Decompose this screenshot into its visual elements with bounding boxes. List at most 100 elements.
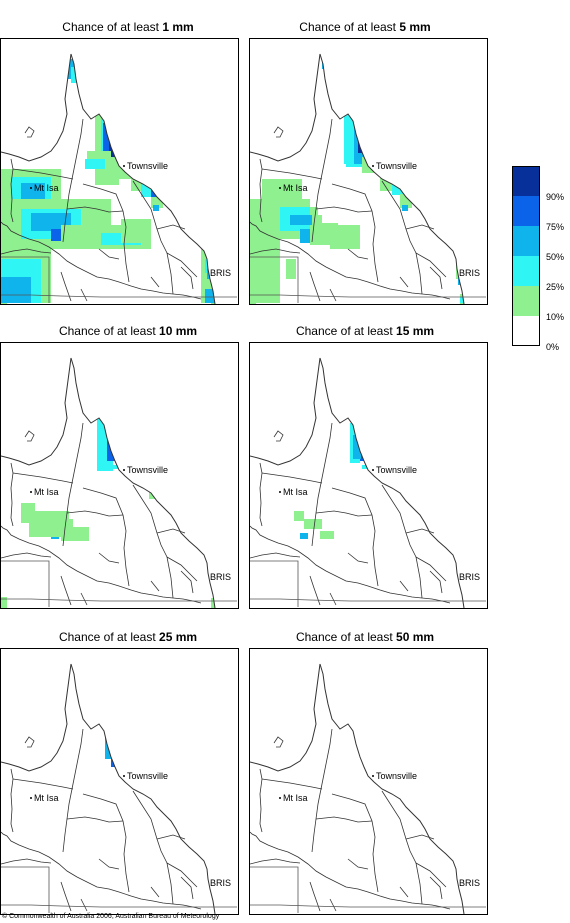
district-border — [60, 881, 72, 912]
district-border — [10, 768, 14, 833]
rainfall-cell — [330, 239, 360, 249]
rainfall-cell — [290, 215, 312, 225]
district-border — [156, 224, 186, 230]
district-border — [261, 778, 323, 790]
panel-title-15mm: Chance of at least 15 mm — [295, 324, 435, 338]
ocean-mask — [320, 649, 487, 914]
district-border — [415, 252, 447, 278]
district-border — [399, 580, 409, 592]
state-border — [1, 256, 50, 303]
map-panel-15mm: Townsville Mt Isa BRIS — [249, 342, 488, 609]
district-border — [415, 556, 447, 582]
rainfall-cell — [1, 597, 7, 608]
legend-label-25: 25% — [546, 282, 565, 292]
probability-legend — [512, 166, 540, 346]
southern-border — [250, 294, 486, 298]
map-panel-1mm: Townsville Mt Isa BRIS — [0, 38, 239, 305]
district-border — [259, 768, 263, 833]
east-coastline — [70, 663, 216, 914]
district-border — [250, 831, 451, 910]
island-outline — [24, 430, 35, 442]
district-border — [399, 276, 409, 288]
district-border — [405, 528, 435, 534]
label-mt-isa: Mt Isa — [283, 793, 308, 803]
label-brisbane: BRIS — [459, 572, 480, 582]
label-townsville: Townsville — [376, 161, 417, 171]
district-border — [347, 552, 369, 564]
district-border — [429, 570, 443, 594]
map-svg: Townsville Mt Isa BRIS — [250, 343, 487, 608]
townsville-marker — [372, 469, 374, 471]
district-border — [429, 266, 443, 290]
district-border — [60, 575, 72, 606]
gulf-coastline — [1, 663, 72, 772]
rainfall-cell — [205, 289, 215, 303]
mt-isa-marker — [30, 187, 32, 189]
district-border — [250, 552, 301, 559]
district-border — [62, 728, 84, 853]
label-brisbane: BRIS — [210, 572, 231, 582]
label-brisbane: BRIS — [459, 878, 480, 888]
townsville-marker — [123, 469, 125, 471]
district-border — [150, 276, 160, 288]
townsville-marker — [123, 165, 125, 167]
panel-title-10mm: Chance of at least 10 mm — [58, 324, 198, 338]
legend-label-75: 75% — [546, 222, 565, 232]
southern-border — [250, 904, 486, 908]
gulf-coastline — [250, 663, 321, 772]
map-panel-50mm: Townsville Mt Isa BRIS — [249, 648, 488, 915]
district-border — [1, 552, 52, 559]
district-border — [60, 271, 72, 302]
gulf-mask — [250, 343, 320, 465]
district-border — [250, 525, 451, 604]
label-townsville: Townsville — [127, 771, 168, 781]
rainfall-cell — [320, 531, 334, 539]
legend-label-50: 50% — [546, 252, 565, 262]
mt-isa-marker — [30, 797, 32, 799]
label-mt-isa: Mt Isa — [34, 183, 59, 193]
district-border — [311, 422, 333, 547]
island-outline — [24, 126, 35, 138]
district-border — [1, 831, 202, 910]
gulf-coastline — [1, 53, 72, 162]
rainfall-cell — [353, 435, 361, 459]
island-outline — [273, 126, 284, 138]
district-border — [66, 206, 124, 213]
label-mt-isa: Mt Isa — [283, 487, 308, 497]
island-outline — [273, 736, 284, 748]
rainfall-cell — [87, 151, 111, 161]
district-border — [62, 118, 84, 243]
district-border — [381, 484, 423, 599]
mt-isa-marker — [279, 797, 281, 799]
district-border — [98, 552, 120, 564]
district-border — [415, 862, 447, 888]
legend-swatch-90 — [512, 166, 540, 196]
district-border — [66, 510, 124, 517]
district-border — [10, 462, 14, 527]
ocean-mask — [71, 649, 238, 914]
rainfall-cell — [121, 219, 151, 243]
panel-title-5mm: Chance of at least 5 mm — [299, 20, 431, 34]
district-border — [405, 224, 435, 230]
legend-label-0: 0% — [546, 342, 560, 352]
state-border — [250, 866, 299, 913]
district-border — [315, 206, 373, 213]
rainfall-cell — [85, 159, 105, 169]
district-border — [150, 580, 160, 592]
east-coastline — [319, 53, 465, 304]
panel-title-25mm: Chance of at least 25 mm — [58, 630, 198, 644]
boundaries — [1, 357, 237, 608]
legend-label-10: 10% — [546, 312, 565, 322]
state-border — [1, 560, 50, 607]
rainfall-cell — [21, 183, 45, 199]
label-mt-isa: Mt Isa — [34, 793, 59, 803]
district-border — [311, 118, 333, 243]
legend-label-90: 90% — [546, 192, 565, 202]
place-labels: Townsville Mt Isa BRIS — [279, 465, 480, 582]
district-border — [62, 422, 84, 547]
district-border — [261, 168, 323, 180]
map-panel-25mm: Townsville Mt Isa BRIS — [0, 648, 239, 915]
district-border — [347, 858, 369, 870]
map-svg: Townsville Mt Isa BRIS — [250, 649, 487, 914]
district-border — [132, 790, 174, 905]
